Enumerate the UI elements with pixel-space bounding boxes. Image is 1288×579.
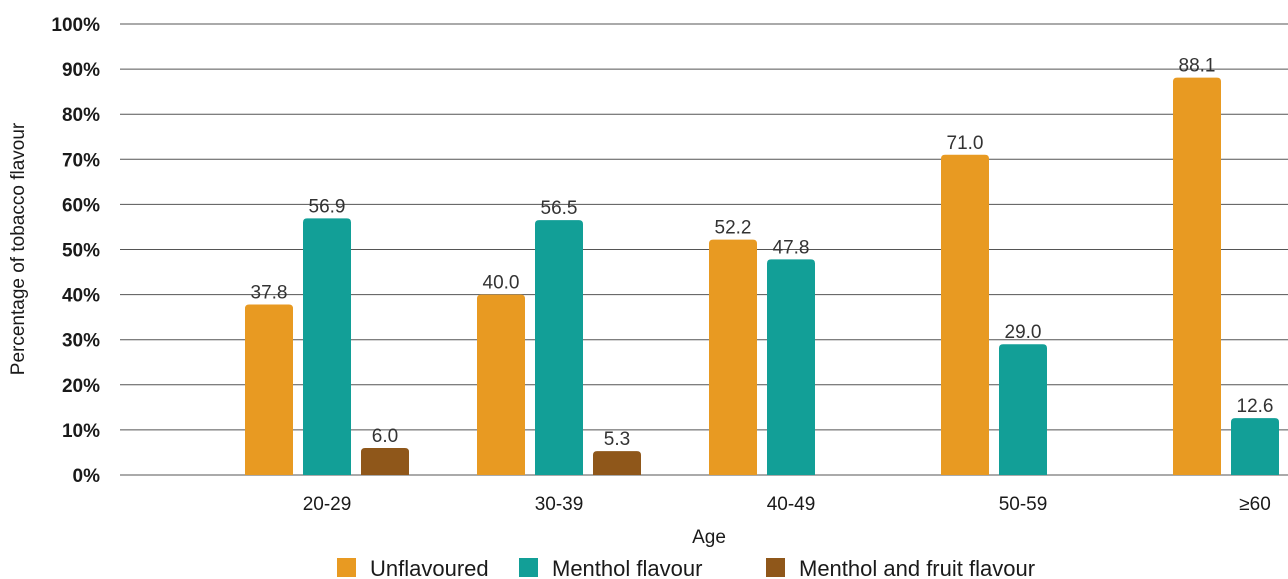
x-axis-ticks: 20-29 30-39 40-49 50-59 ≥60 <box>303 494 1271 515</box>
y-tick-label: 60% <box>62 195 100 216</box>
bar-unflavoured <box>709 239 757 475</box>
data-label: 47.8 <box>773 237 810 258</box>
gridlines <box>120 23 1288 476</box>
data-label: 5.3 <box>604 429 630 450</box>
data-label: 56.5 <box>541 198 578 219</box>
legend-swatch <box>766 558 785 577</box>
x-tick-label: ≥60 <box>1239 494 1271 515</box>
bar-menthol-flavour <box>767 259 815 475</box>
data-label: 12.6 <box>1237 396 1274 417</box>
bar-menthol-and-fruit-flavour <box>593 451 641 475</box>
bar-menthol-flavour <box>999 344 1047 475</box>
x-tick-label: 50-59 <box>999 494 1048 515</box>
bar-menthol-flavour <box>535 220 583 475</box>
x-tick-label: 40-49 <box>767 494 816 515</box>
bar-menthol-flavour <box>1231 418 1279 475</box>
data-label: 88.1 <box>1179 56 1216 77</box>
data-label: 6.0 <box>372 426 398 447</box>
y-tick-label: 10% <box>62 421 100 442</box>
x-axis-title: Age <box>692 527 726 548</box>
y-tick-label: 100% <box>51 15 100 36</box>
y-axis-ticks: 0% 10% 20% 30% 40% 50% 60% 70% 80% 90% 100% <box>51 15 100 487</box>
y-tick-label: 0% <box>73 466 101 487</box>
legend: Unflavoured Menthol flavour Menthol and fr… <box>337 556 1035 579</box>
data-label: 56.9 <box>309 196 346 217</box>
data-label: 29.0 <box>1005 322 1042 343</box>
data-label: 40.0 <box>483 273 520 294</box>
bar-unflavoured <box>1173 77 1221 475</box>
bar-menthol-flavour <box>303 218 351 476</box>
y-tick-label: 20% <box>62 376 100 397</box>
x-tick-label: 30-39 <box>535 494 584 515</box>
legend-label: Unflavoured <box>370 556 489 579</box>
data-label: 37.8 <box>251 283 288 304</box>
y-axis-title: Percentage of tobacco flavour <box>8 122 29 375</box>
bar-unflavoured <box>477 294 525 475</box>
y-tick-label: 80% <box>62 105 100 126</box>
y-tick-label: 30% <box>62 331 100 352</box>
legend-label: Menthol and fruit flavour <box>799 556 1035 579</box>
data-labels: 37.8 56.9 6.0 40.0 56.5 5.3 52.2 47.8 71.0 29.0 88… <box>251 56 1274 450</box>
bar-unflavoured <box>941 154 989 476</box>
legend-swatch <box>519 558 538 577</box>
bar-menthol-and-fruit-flavour <box>361 447 409 475</box>
data-label: 52.2 <box>715 218 752 239</box>
legend-label: Menthol flavour <box>552 556 702 579</box>
bars <box>245 77 1279 476</box>
x-tick-label: 20-29 <box>303 494 352 515</box>
data-label: 71.0 <box>947 133 984 154</box>
y-tick-label: 40% <box>62 286 100 307</box>
y-tick-label: 50% <box>62 241 100 262</box>
y-tick-label: 70% <box>62 150 100 171</box>
y-tick-label: 90% <box>62 60 100 81</box>
legend-swatch <box>337 558 356 577</box>
bar-unflavoured <box>245 304 293 475</box>
